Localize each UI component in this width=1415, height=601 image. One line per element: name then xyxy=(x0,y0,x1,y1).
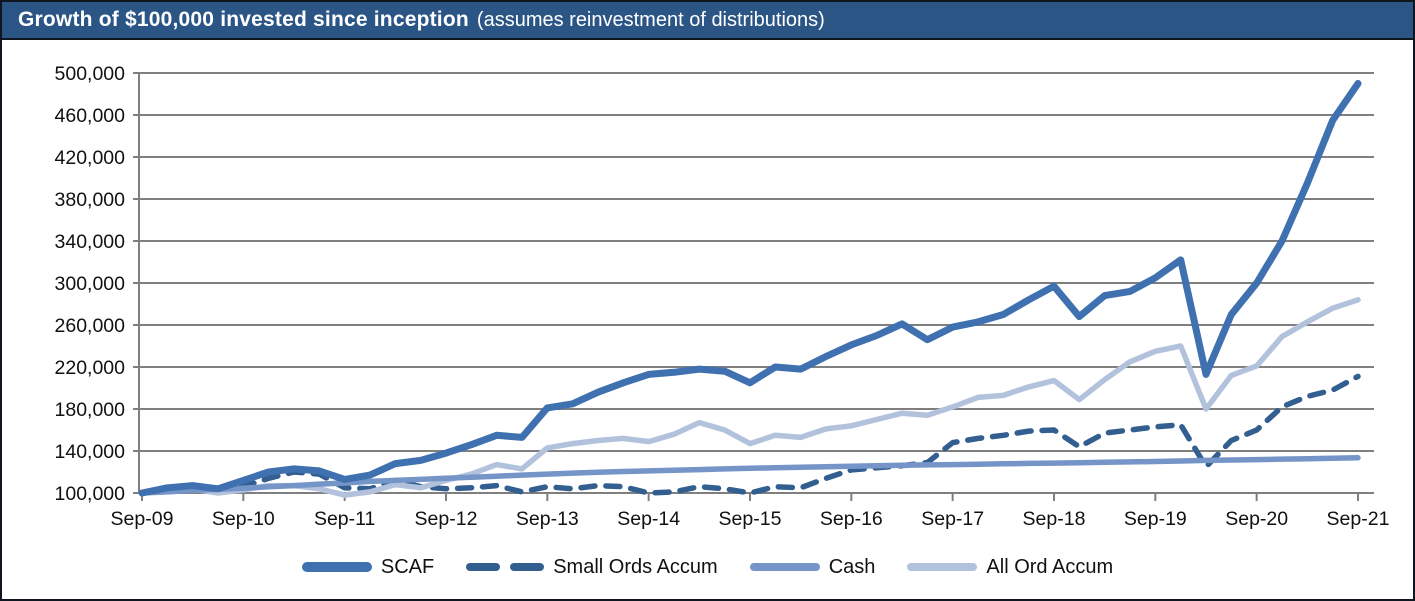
x-axis-label: Sep-15 xyxy=(719,508,782,530)
legend-label-scaf: SCAF xyxy=(380,555,435,578)
series-line-all-ord-accum xyxy=(139,297,1361,498)
y-axis-label: 460,000 xyxy=(55,105,126,127)
x-axis-label: Sep-13 xyxy=(516,508,579,530)
legend-label-all-ord: All Ord Accum xyxy=(986,555,1114,578)
x-axis-label: Sep-19 xyxy=(1124,508,1187,530)
legend-label-cash: Cash xyxy=(828,555,876,578)
growth-line-chart: 100,000 140,000 180,000 220,000 260,000 300,0… xyxy=(55,63,1390,530)
chart-legend: SCAF Small Ords Accum Cash All Ord Accum xyxy=(2,545,1413,599)
x-axis-label: Sep-21 xyxy=(1327,508,1390,530)
chart-title-bar: Growth of $100,000 invested since incept… xyxy=(2,2,1413,40)
y-axis-label: 300,000 xyxy=(55,273,126,295)
x-axis-label: Sep-09 xyxy=(111,508,174,530)
x-axis-label: Sep-20 xyxy=(1225,508,1288,530)
cash-line-swatch xyxy=(749,563,820,571)
y-axis-label: 500,000 xyxy=(55,63,126,85)
y-axis-label: 380,000 xyxy=(55,189,126,211)
x-axis-label: Sep-16 xyxy=(820,508,883,530)
y-axis-label: 220,000 xyxy=(55,357,126,379)
dash-segment xyxy=(466,563,501,571)
legend-item-scaf: SCAF xyxy=(301,555,435,579)
series-line-scaf xyxy=(138,80,1362,497)
chart-subtitle: (assumes reinvestment of distributions) xyxy=(476,8,825,31)
legend-item-all-ord: All Ord Accum xyxy=(907,556,1113,579)
x-axis-label: Sep-14 xyxy=(617,508,680,530)
x-axis-label: Sep-11 xyxy=(314,508,375,530)
legend-item-cash: Cash xyxy=(749,555,876,579)
chart-title: Growth of $100,000 invested since incept… xyxy=(18,8,469,31)
chart-area: 100,000 140,000 180,000 220,000 260,000 300,0… xyxy=(2,40,1413,545)
legend-label-small-ords: Small Ords Accum xyxy=(553,555,718,578)
series-line-small-ords-accum xyxy=(139,373,1361,496)
x-axis-label: Sep-17 xyxy=(921,508,984,530)
y-axis-label: 100,000 xyxy=(55,483,126,505)
y-axis-label: 140,000 xyxy=(55,441,126,463)
y-axis-label: 180,000 xyxy=(55,399,126,421)
all-ord-line-swatch xyxy=(907,563,978,571)
dash-segment xyxy=(510,563,545,571)
series-line-cash xyxy=(139,455,1361,496)
y-axis-label: 420,000 xyxy=(55,147,126,169)
scaf-line-swatch xyxy=(301,562,372,572)
small-ords-dashed-swatch xyxy=(466,563,545,571)
y-axis-label: 340,000 xyxy=(55,231,126,253)
y-axis-label: 260,000 xyxy=(55,315,126,337)
x-axis-label: Sep-10 xyxy=(212,508,275,530)
x-axis-label: Sep-12 xyxy=(415,508,478,530)
legend-item-small-ords: Small Ords Accum xyxy=(466,555,718,579)
x-axis-label: Sep-18 xyxy=(1023,508,1086,530)
